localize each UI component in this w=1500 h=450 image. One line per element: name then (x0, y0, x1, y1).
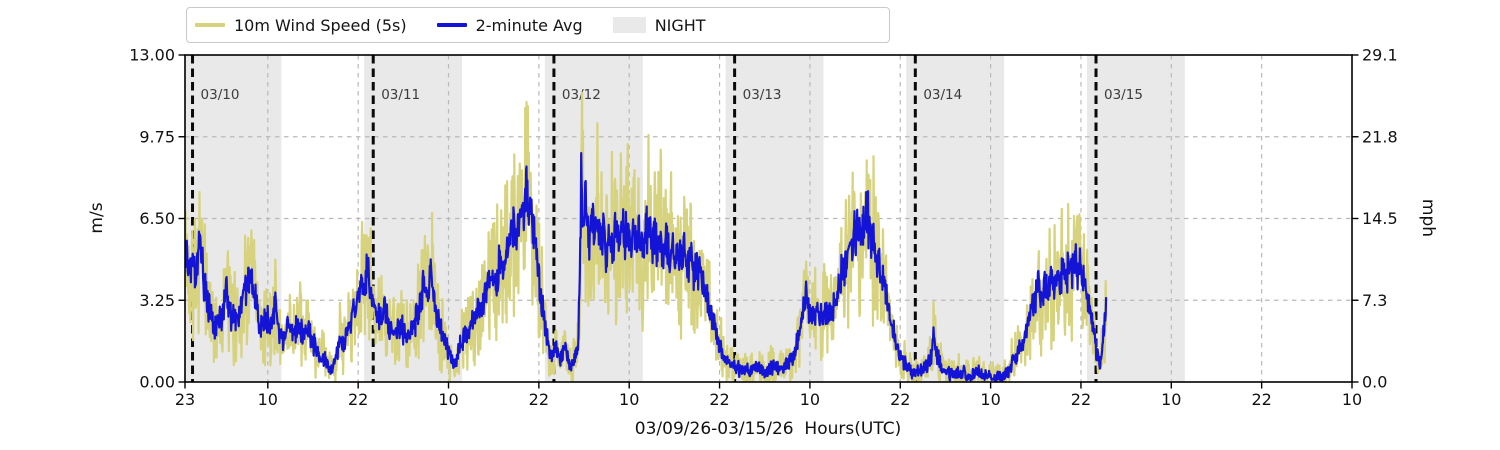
avg-series-line (185, 152, 1108, 382)
tick-label-x: 23 (175, 390, 195, 409)
legend-label-avg: 2-minute Avg (475, 15, 583, 35)
tick-label-y-right: 29.1 (1362, 46, 1398, 65)
date-label: 03/15 (1104, 87, 1143, 103)
legend-item-avg: 2-minute Avg (436, 15, 583, 35)
tick-label-x: 10 (1161, 390, 1181, 409)
date-label: 03/13 (743, 87, 782, 103)
tick-label-x: 10 (258, 390, 278, 409)
legend-item-gust: 10m Wind Speed (5s) (195, 16, 407, 35)
y-axis-label-left: m/s (87, 202, 107, 234)
y-axis-label-right: mph (1418, 198, 1438, 238)
date-label: 03/11 (381, 87, 420, 103)
tick-label-y-right: 21.8 (1362, 127, 1398, 146)
date-label: 03/14 (923, 87, 962, 103)
night-patch-swatch (612, 17, 646, 33)
legend-label-night: NIGHT (654, 15, 706, 35)
legend-item-night: NIGHT (612, 15, 706, 35)
tick-label-y-left: 6.50 (139, 209, 175, 228)
date-label: 03/10 (201, 87, 240, 103)
tick-label-x: 22 (709, 390, 729, 409)
tick-label-y-left: 9.75 (139, 127, 175, 146)
tick-label-y-left: 13.00 (129, 46, 175, 65)
tick-label-x: 22 (1251, 390, 1271, 409)
tick-label-y-right: 7.3 (1362, 291, 1387, 310)
tick-label-y-left: 0.00 (139, 373, 175, 392)
x-axis-label: 03/09/26-03/15/26 Hours(UTC) (634, 419, 902, 439)
tick-label-y-right: 0.0 (1362, 373, 1387, 392)
tick-label-x: 10 (800, 390, 820, 409)
tick-label-x: 10 (438, 390, 458, 409)
tick-label-x: 22 (1071, 390, 1091, 409)
tick-label-x: 22 (348, 390, 368, 409)
tick-label-x: 22 (529, 390, 549, 409)
gust-line-swatch (195, 23, 225, 27)
tick-label-y-left: 3.25 (139, 291, 175, 310)
legend-label-gust: 10m Wind Speed (5s) (234, 15, 407, 35)
tick-label-y-right: 14.5 (1362, 209, 1398, 228)
avg-line-swatch (436, 23, 467, 27)
chart-legend: 10m Wind Speed (5s) 2-minute Avg NIGHT (186, 7, 890, 43)
tick-label-x: 10 (619, 390, 639, 409)
tick-label-x: 10 (980, 390, 1000, 409)
tick-label-x: 22 (890, 390, 910, 409)
tick-label-x: 10 (1342, 390, 1362, 409)
